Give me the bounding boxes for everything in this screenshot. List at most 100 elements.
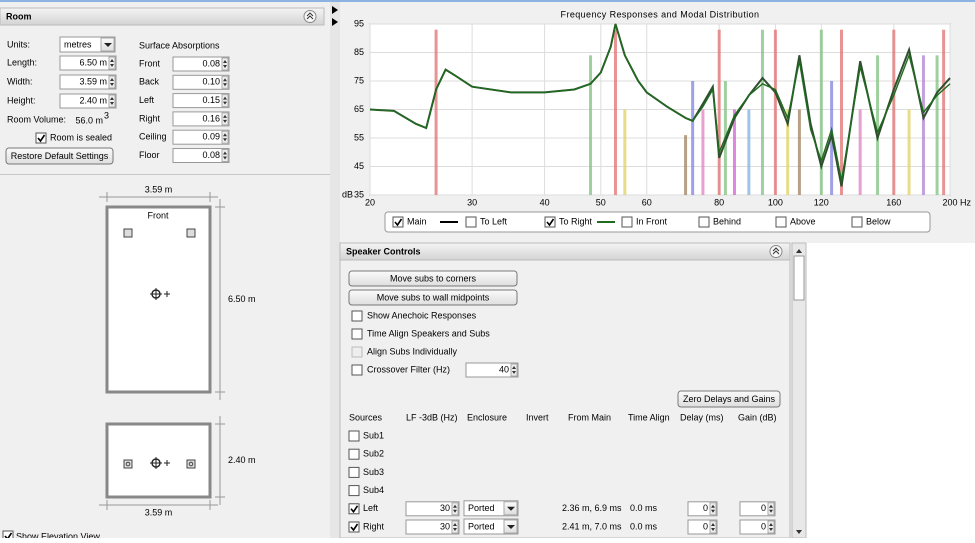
x-tick-label: 80: [714, 197, 724, 207]
speaker-icon[interactable]: [186, 459, 196, 469]
speaker-icon[interactable]: [123, 459, 133, 469]
checkbox[interactable]: [348, 521, 360, 533]
checkbox[interactable]: [392, 216, 404, 228]
spinner[interactable]: [709, 520, 717, 534]
spinner[interactable]: [108, 56, 116, 70]
dimension-label: 3.59 m: [145, 184, 173, 194]
lf-field[interactable]: [405, 501, 460, 517]
top-border: [0, 0, 975, 2]
checkbox[interactable]: [775, 216, 787, 228]
checkbox[interactable]: [35, 132, 47, 144]
checkbox[interactable]: [348, 430, 360, 442]
spinner-arrows: [110, 97, 114, 105]
absorption-field[interactable]: [172, 74, 230, 90]
spinner-arrows: [223, 151, 227, 160]
spinner-arrows: [223, 60, 227, 68]
legend-label: Below: [866, 216, 891, 226]
mode-bar: [858, 109, 862, 195]
label: Time Align Speakers and Subs: [367, 328, 490, 338]
label: Length:: [7, 57, 37, 67]
spinner[interactable]: [767, 520, 775, 534]
checkbox[interactable]: [348, 503, 360, 515]
spinner[interactable]: [767, 502, 775, 516]
x-tick-label: 50: [596, 197, 606, 207]
checkbox[interactable]: [544, 216, 556, 228]
height-field[interactable]: [59, 93, 117, 109]
label: Room Volume:: [7, 114, 66, 124]
splitter-arrows[interactable]: [332, 6, 338, 26]
crossover-field[interactable]: [465, 362, 519, 378]
lf-field-value: 30: [440, 521, 450, 531]
label: Room is sealed: [50, 132, 112, 142]
absorption-field-value: 0.09: [202, 132, 220, 142]
legend-label: Main: [407, 216, 427, 226]
spinner[interactable]: [221, 94, 229, 108]
checkbox[interactable]: [351, 328, 363, 340]
spinner[interactable]: [221, 112, 229, 126]
speaker-cone: [188, 461, 194, 467]
room-header-title: Room: [6, 11, 32, 21]
width-field[interactable]: [59, 74, 117, 90]
mode-bar: [942, 29, 946, 196]
spinner[interactable]: [451, 520, 459, 534]
volume-value: 56.0 m: [75, 115, 103, 125]
speaker-cone: [125, 461, 131, 467]
legend: [384, 211, 931, 233]
checkbox[interactable]: [351, 364, 363, 376]
speaker-icon[interactable]: [123, 228, 133, 238]
speaker-icon[interactable]: [186, 228, 196, 238]
x-tick-label: 60: [642, 197, 652, 207]
absorption-field[interactable]: [172, 93, 230, 109]
checkmark: [394, 218, 403, 227]
action-button[interactable]: [348, 270, 518, 287]
legend-label: In Front: [636, 216, 668, 226]
lf-field[interactable]: [405, 519, 460, 535]
checkbox[interactable]: [698, 216, 710, 228]
spinner[interactable]: [221, 75, 229, 89]
action-button[interactable]: [348, 289, 518, 306]
absorption-field[interactable]: [172, 56, 230, 72]
mode-bar: [717, 29, 721, 196]
spinner[interactable]: [709, 502, 717, 516]
dimension-label: 2.40 m: [228, 455, 256, 465]
restore-button[interactable]: [5, 147, 114, 165]
spinner[interactable]: [510, 363, 518, 377]
spinner[interactable]: [451, 502, 459, 516]
spinner[interactable]: [221, 149, 229, 162]
combo-arrow: [507, 525, 515, 529]
checkbox[interactable]: [348, 485, 360, 497]
label: Align Subs Individually: [367, 346, 458, 356]
checkbox[interactable]: [465, 216, 477, 228]
length-field[interactable]: [59, 55, 117, 71]
mode-bar: [701, 109, 705, 195]
x-tick-label: 30: [467, 197, 477, 207]
mode-bar: [691, 81, 695, 195]
mode-bar: [760, 29, 764, 196]
checkbox[interactable]: [351, 310, 363, 322]
splitter[interactable]: [330, 2, 340, 538]
spinner[interactable]: [108, 75, 116, 89]
gain-field[interactable]: [739, 519, 776, 535]
zero-button[interactable]: [677, 390, 781, 408]
scroll-thumb[interactable]: [793, 255, 805, 301]
checkbox[interactable]: [621, 216, 633, 228]
gain-field[interactable]: [739, 501, 776, 517]
spinner[interactable]: [108, 94, 116, 108]
label: Height:: [7, 95, 36, 105]
spinner[interactable]: [221, 130, 229, 144]
absorption-field-value: 0.08: [202, 150, 220, 160]
checkbox[interactable]: [348, 448, 360, 460]
checkbox[interactable]: [851, 216, 863, 228]
checkbox[interactable]: [348, 466, 360, 478]
time-align: 0.0 ms: [630, 503, 658, 513]
absorption-field[interactable]: [172, 111, 230, 127]
spinner[interactable]: [221, 57, 229, 71]
combo-arrow: [507, 506, 515, 511]
spinner-arrows: [711, 523, 715, 531]
absorption-field[interactable]: [172, 148, 230, 163]
absorption-field-value: 0.16: [202, 113, 220, 123]
absorption-field[interactable]: [172, 129, 230, 145]
time-align: 0.0 ms: [630, 521, 658, 531]
mode-bar: [747, 109, 751, 195]
